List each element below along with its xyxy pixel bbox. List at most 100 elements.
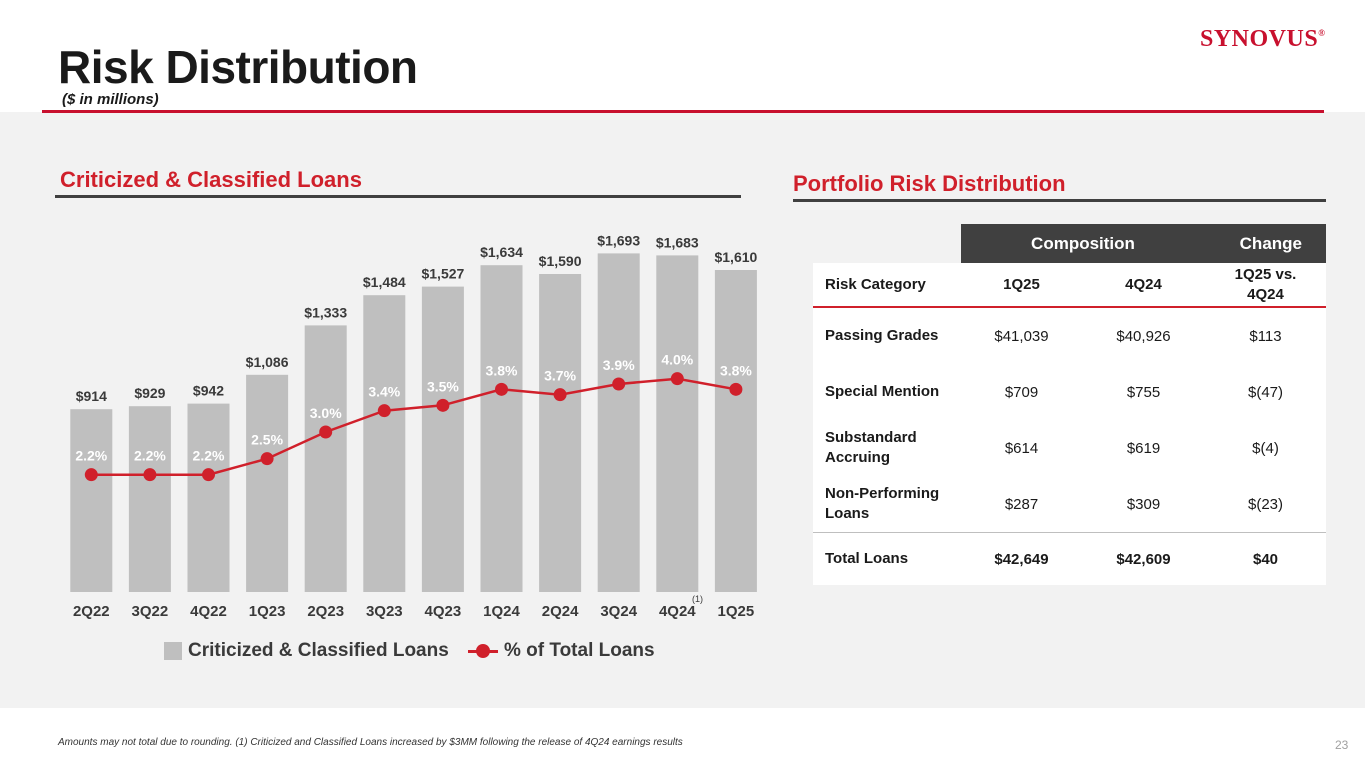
pct-point xyxy=(84,468,98,482)
row-change: $(23) xyxy=(1247,495,1284,513)
bar-value-label: $929 xyxy=(134,385,165,401)
col-1q25: 1Q25 xyxy=(961,263,1082,308)
table-header-empty xyxy=(813,224,961,263)
bar-value-label: $1,683 xyxy=(656,234,699,250)
bar-value-label: $1,634 xyxy=(480,244,523,260)
bar-value-label: $1,610 xyxy=(714,249,757,265)
bar xyxy=(70,409,113,592)
table-row: Substandard Accruing $614 $619 $(4) xyxy=(813,420,1326,476)
pct-point xyxy=(377,404,391,418)
bar-value-label: $1,484 xyxy=(363,274,406,290)
row-category: Non-Performing Loans xyxy=(825,485,940,522)
page-subtitle: ($ in millions) xyxy=(62,91,159,108)
right-section-rule xyxy=(793,199,1326,202)
left-section-rule xyxy=(55,195,741,198)
row-4q24: $755 xyxy=(1126,383,1161,401)
bar xyxy=(480,265,523,592)
table-row: Non-Performing Loans $287 $309 $(23) xyxy=(813,476,1326,533)
table-column-header-row: Risk Category 1Q25 4Q24 1Q25 vs. 4Q24 xyxy=(813,263,1326,308)
bar-value-label: $914 xyxy=(76,388,107,404)
pct-value-label: 2.2% xyxy=(75,448,107,464)
total-category: Total Loans xyxy=(813,532,961,585)
pct-point xyxy=(612,377,626,391)
pct-point xyxy=(495,382,508,396)
right-section-title: Portfolio Risk Distribution xyxy=(793,171,1066,196)
total-1q25: $42,649 xyxy=(961,532,1082,585)
footnote: Amounts may not total due to rounding. (… xyxy=(58,737,683,748)
bar xyxy=(539,274,582,592)
pct-point xyxy=(260,452,274,466)
x-axis-tick-label: 1Q23 xyxy=(249,603,286,620)
row-change: $113 xyxy=(1249,327,1282,345)
bar-value-label: $1,527 xyxy=(421,266,464,282)
pct-point xyxy=(670,372,684,386)
col-4q24: 4Q24 xyxy=(1082,263,1205,308)
legend-line: % of Total Loans xyxy=(468,640,655,662)
bar-value-label: $1,590 xyxy=(539,253,582,269)
x-axis-tick-label: 3Q22 xyxy=(132,603,169,620)
pct-value-label: 3.9% xyxy=(603,357,635,373)
bar xyxy=(187,403,230,592)
pct-series-line xyxy=(91,377,737,476)
footnote-marker: (1) xyxy=(692,594,703,604)
pct-value-label: 2.5% xyxy=(251,432,283,448)
x-axis-tick-label: 3Q24 xyxy=(600,603,637,620)
row-change: $(4) xyxy=(1252,439,1279,457)
pct-value-label: 3.4% xyxy=(368,384,400,400)
pct-point xyxy=(143,468,157,482)
title-rule xyxy=(42,110,1324,113)
x-axis-tick-label: 1Q24 xyxy=(483,603,520,620)
pct-value-label: 3.8% xyxy=(486,362,518,378)
table-row: Passing Grades $41,039 $40,926 $113 xyxy=(813,307,1326,364)
legend-bar-label: Criticized & Classified Loans xyxy=(188,640,449,661)
page-title: Risk Distribution xyxy=(58,41,418,93)
bar-value-label: $1,086 xyxy=(246,354,289,370)
row-category: Special Mention xyxy=(825,383,940,400)
pct-value-label: 3.7% xyxy=(544,368,576,384)
pct-value-label: 4.0% xyxy=(661,352,693,368)
pct-point xyxy=(729,382,743,396)
bar xyxy=(304,325,347,592)
pct-value-label: 3.8% xyxy=(720,362,752,378)
row-1q25: $709 xyxy=(1004,383,1039,401)
pct-value-label: 2.2% xyxy=(193,448,225,464)
pct-point xyxy=(202,468,215,482)
page-number: 23 xyxy=(1335,738,1349,752)
col-change: 1Q25 vs. 4Q24 xyxy=(1205,263,1326,308)
legend-line-marker xyxy=(468,642,498,660)
row-4q24: $309 xyxy=(1126,495,1161,513)
bar xyxy=(597,253,640,592)
x-axis-tick-label: 3Q23 xyxy=(366,603,403,620)
total-change: $40 xyxy=(1205,532,1326,585)
change-header: Change xyxy=(1205,224,1326,263)
pct-value-label: 2.2% xyxy=(134,448,166,464)
legend-line-label: % of Total Loans xyxy=(504,640,655,661)
bar xyxy=(421,286,464,592)
header-band xyxy=(0,0,1365,112)
x-axis-tick-label: 2Q23 xyxy=(307,603,344,620)
bar-value-label: $942 xyxy=(193,383,224,399)
row-1q25: $41,039 xyxy=(994,327,1049,345)
table-row: Special Mention $709 $755 $(47) xyxy=(813,364,1326,420)
legend-bar: Criticized & Classified Loans xyxy=(164,640,449,662)
row-1q25: $287 xyxy=(1004,495,1039,513)
risk-distribution-table: Composition Change Risk Category 1Q25 4Q… xyxy=(813,224,1326,585)
bar xyxy=(246,374,289,592)
row-change: $(47) xyxy=(1247,383,1284,401)
composition-header: Composition xyxy=(961,224,1205,263)
x-axis-tick-label: 1Q25 xyxy=(718,603,755,620)
row-category: Substandard Accruing xyxy=(825,429,917,466)
total-4q24: $42,609 xyxy=(1082,532,1205,585)
left-section-title: Criticized & Classified Loans xyxy=(60,167,362,192)
row-4q24: $40,926 xyxy=(1116,327,1171,345)
x-axis-tick-label: 4Q23 xyxy=(425,603,462,620)
x-axis-tick-label: 4Q24 xyxy=(659,603,696,620)
bar xyxy=(714,270,757,592)
logo-registered-mark: ® xyxy=(1318,28,1326,38)
bar xyxy=(656,255,699,592)
bar xyxy=(363,295,406,592)
pct-point xyxy=(319,425,333,439)
table-total-row: Total Loans $42,649 $42,609 $40 xyxy=(813,532,1326,585)
row-category: Passing Grades xyxy=(825,327,939,344)
col-risk-category: Risk Category xyxy=(813,263,961,308)
